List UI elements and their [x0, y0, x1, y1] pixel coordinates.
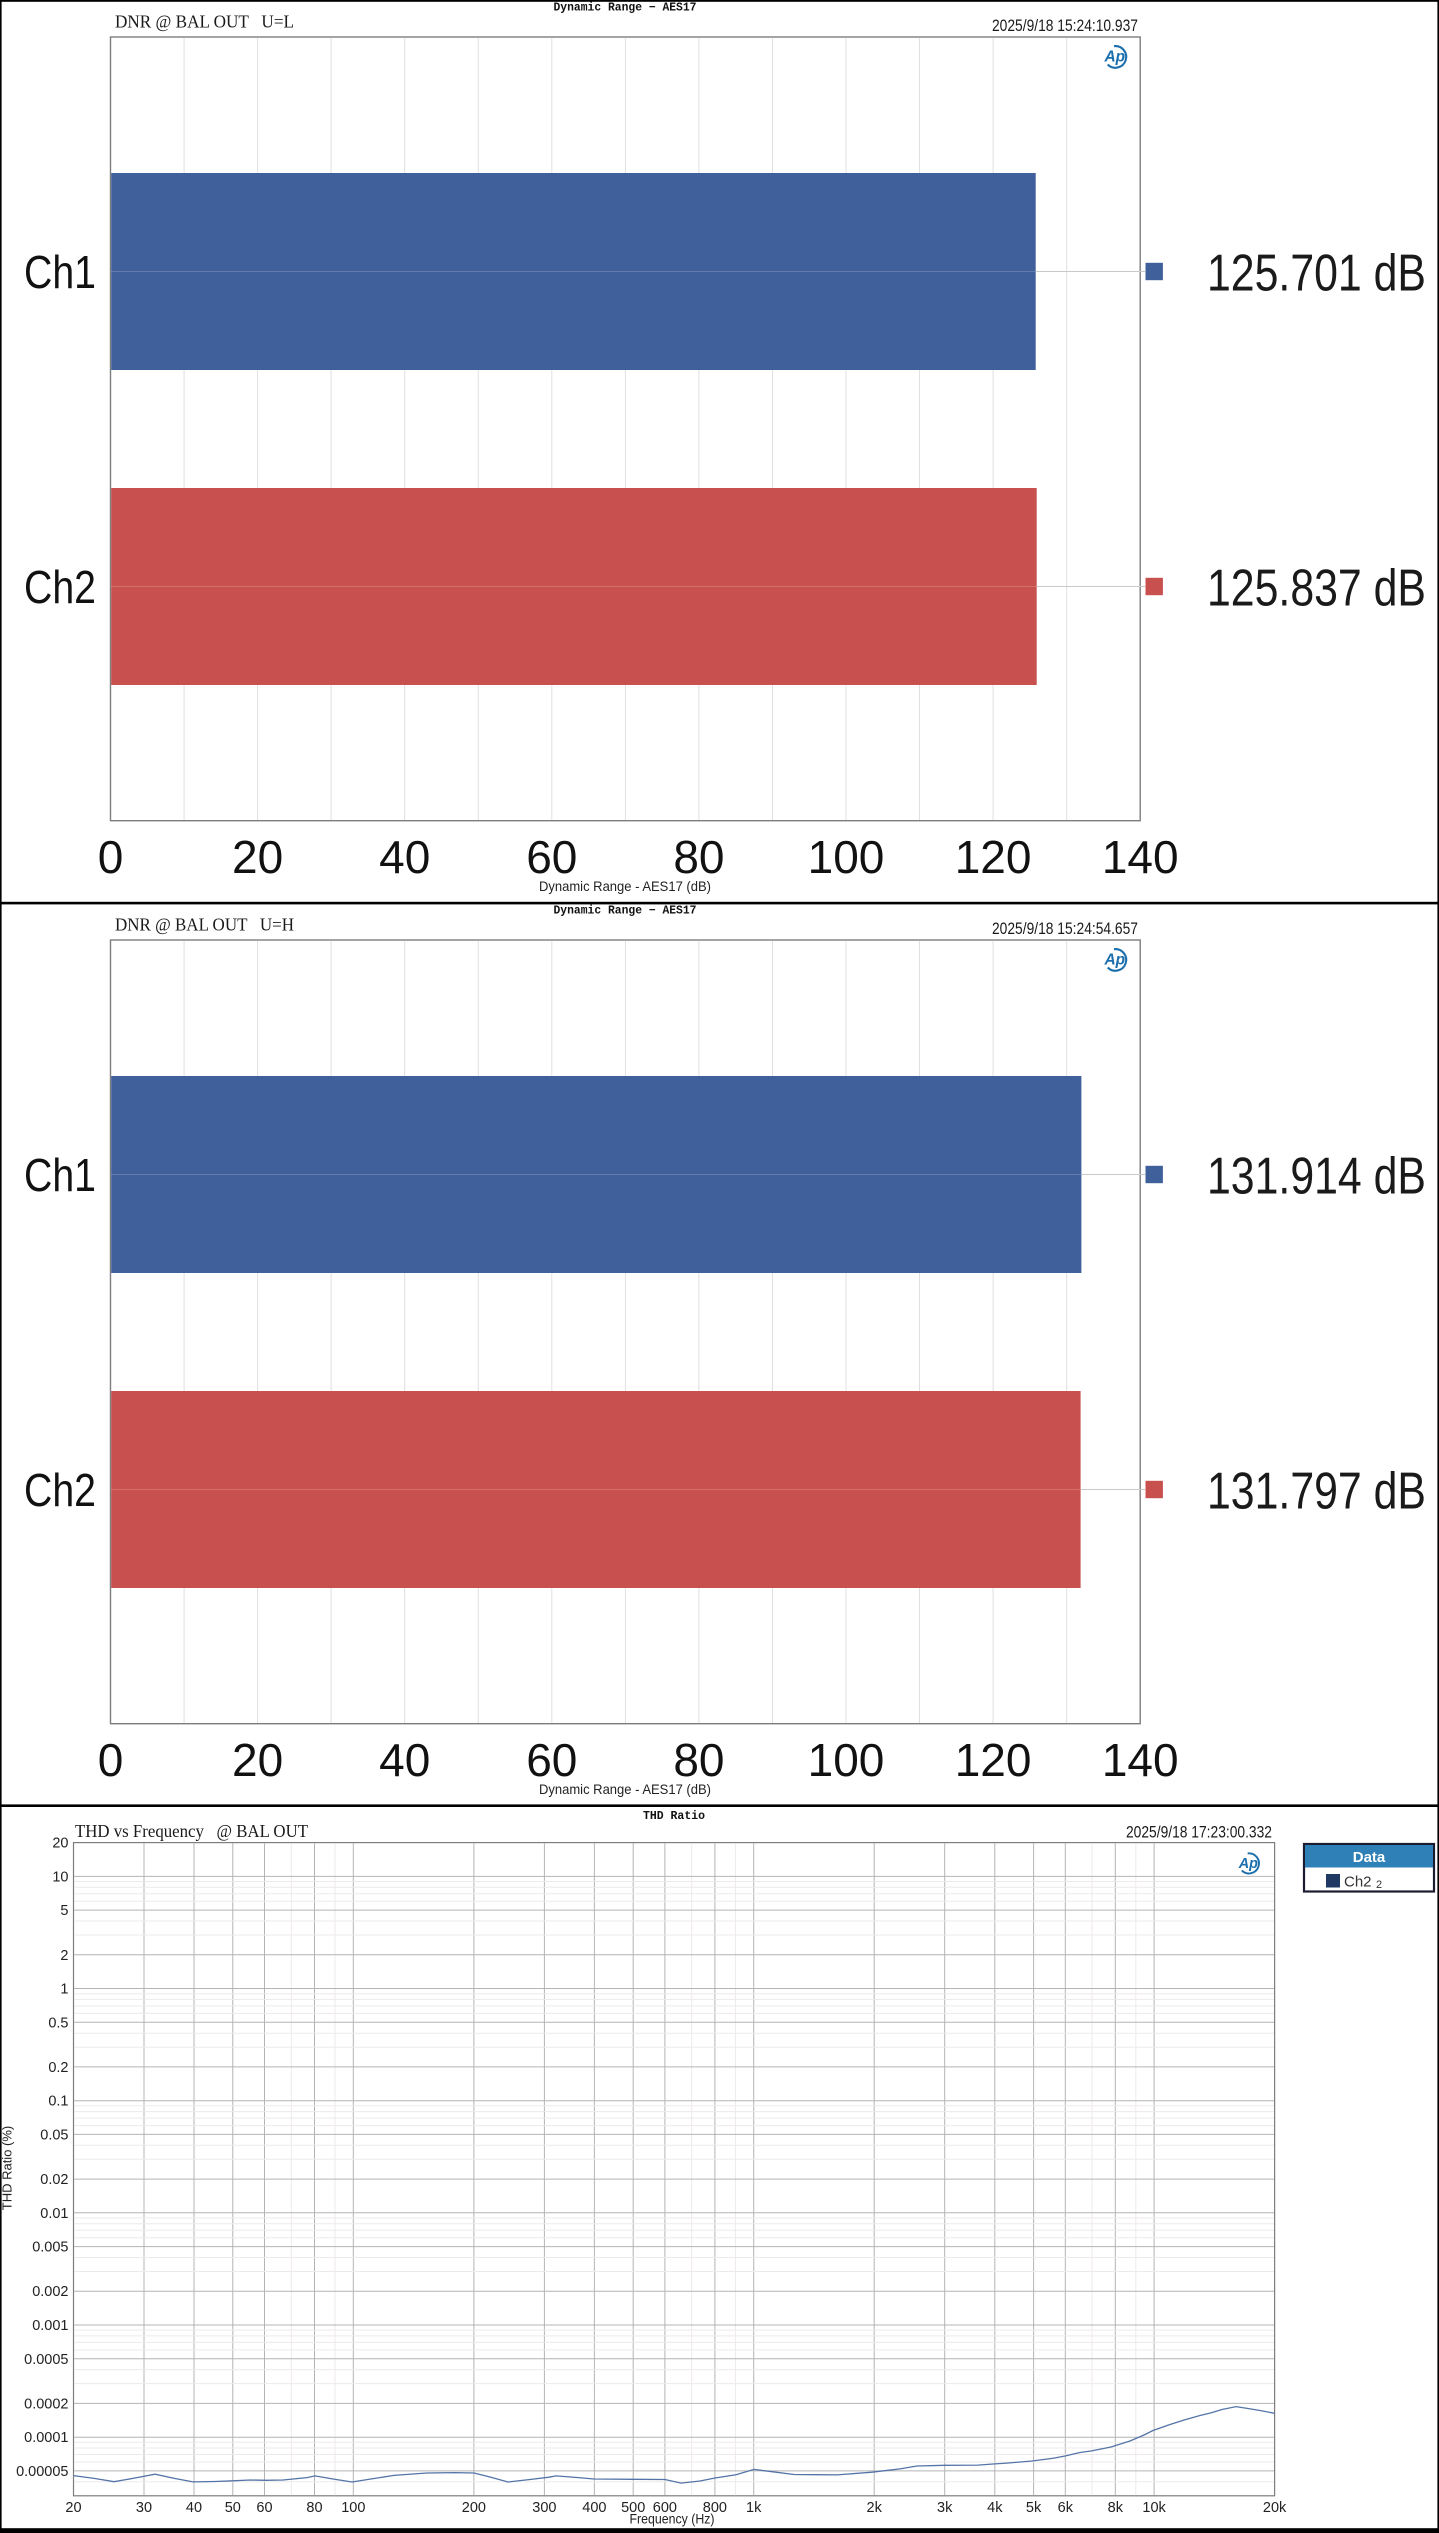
svg-text:60: 60 [526, 831, 577, 883]
svg-text:2: 2 [1376, 1879, 1382, 1891]
svg-text:Ch1: Ch1 [24, 1149, 96, 1201]
svg-text:DNR @ BAL OUT U=H: DNR @ BAL OUT U=H [115, 915, 294, 935]
svg-text:140: 140 [1102, 831, 1179, 883]
svg-text:0.0001: 0.0001 [24, 2430, 68, 2446]
svg-text:0: 0 [98, 831, 124, 883]
svg-text:140: 140 [1102, 1734, 1179, 1786]
svg-text:3k: 3k [937, 2500, 953, 2516]
svg-text:THD vs Frequency @ BAL OUT: THD vs Frequency @ BAL OUT [75, 1821, 308, 1841]
svg-text:120: 120 [955, 1734, 1032, 1786]
svg-text:20: 20 [232, 831, 283, 883]
svg-text:THD Ratio: THD Ratio [643, 1810, 705, 1823]
svg-text:Ch2: Ch2 [24, 561, 96, 613]
svg-text:300: 300 [532, 2500, 556, 2516]
svg-text:0.2: 0.2 [48, 2060, 68, 2076]
svg-text:40: 40 [186, 2500, 202, 2516]
svg-text:100: 100 [808, 831, 885, 883]
svg-text:Ch2: Ch2 [24, 1464, 96, 1516]
svg-text:200: 200 [462, 2500, 486, 2516]
svg-text:400: 400 [582, 2500, 606, 2516]
svg-text:80: 80 [673, 831, 724, 883]
svg-text:2025/9/18 15:24:54.657: 2025/9/18 15:24:54.657 [992, 919, 1138, 938]
svg-text:THD Ratio (%): THD Ratio (%) [0, 2126, 15, 2211]
svg-text:0: 0 [98, 1734, 124, 1786]
svg-text:0.0002: 0.0002 [24, 2396, 68, 2412]
svg-text:0.001: 0.001 [32, 2318, 68, 2334]
svg-text:Dynamic Range − AES17: Dynamic Range − AES17 [554, 2, 697, 15]
svg-text:20: 20 [232, 1734, 283, 1786]
svg-text:Ap: Ap [1103, 952, 1125, 969]
svg-text:80: 80 [673, 1734, 724, 1786]
svg-text:DNR @ BAL OUT U=L: DNR @ BAL OUT U=L [115, 12, 294, 32]
svg-text:Data: Data [1353, 1849, 1386, 1866]
svg-text:125.837 dB: 125.837 dB [1207, 560, 1426, 618]
svg-text:10k: 10k [1142, 2500, 1166, 2516]
svg-text:120: 120 [955, 831, 1032, 883]
svg-text:100: 100 [341, 2500, 365, 2516]
svg-text:600: 600 [653, 2500, 677, 2516]
svg-text:8k: 8k [1108, 2500, 1124, 2516]
svg-text:0.00005: 0.00005 [16, 2464, 68, 2480]
svg-text:2: 2 [60, 1948, 68, 1964]
svg-text:0.01: 0.01 [40, 2206, 68, 2222]
svg-text:2k: 2k [867, 2500, 883, 2516]
svg-text:1: 1 [60, 1982, 68, 1998]
svg-text:50: 50 [225, 2500, 241, 2516]
svg-text:60: 60 [526, 1734, 577, 1786]
svg-text:2025/9/18 15:24:10.937: 2025/9/18 15:24:10.937 [992, 16, 1138, 35]
svg-text:20: 20 [65, 2500, 81, 2516]
svg-text:20: 20 [52, 1836, 68, 1852]
svg-text:Ch2: Ch2 [1344, 1874, 1372, 1891]
svg-text:0.02: 0.02 [40, 2172, 68, 2188]
svg-text:500: 500 [621, 2500, 645, 2516]
svg-text:125.701 dB: 125.701 dB [1207, 245, 1426, 303]
svg-text:30: 30 [136, 2500, 152, 2516]
svg-text:Ap: Ap [1103, 49, 1125, 66]
svg-text:Ch1: Ch1 [24, 246, 96, 298]
svg-text:80: 80 [306, 2500, 322, 2516]
svg-text:0.05: 0.05 [40, 2127, 68, 2143]
svg-text:10: 10 [52, 1869, 68, 1885]
svg-text:60: 60 [256, 2500, 272, 2516]
svg-text:Dynamic Range - AES17 (dB): Dynamic Range - AES17 (dB) [539, 878, 711, 894]
svg-text:0.0005: 0.0005 [24, 2352, 68, 2368]
svg-text:Dynamic Range - AES17 (dB): Dynamic Range - AES17 (dB) [539, 1781, 711, 1797]
svg-text:2025/9/18 17:23:00.332: 2025/9/18 17:23:00.332 [1126, 1823, 1272, 1842]
svg-text:131.797 dB: 131.797 dB [1207, 1463, 1426, 1521]
svg-text:131.914 dB: 131.914 dB [1207, 1148, 1426, 1206]
svg-text:0.1: 0.1 [48, 2094, 68, 2110]
svg-text:0.002: 0.002 [32, 2284, 68, 2300]
svg-text:5: 5 [60, 1903, 68, 1919]
svg-text:Frequency (Hz): Frequency (Hz) [630, 2511, 715, 2527]
svg-text:4k: 4k [987, 2500, 1003, 2516]
svg-text:1k: 1k [746, 2500, 762, 2516]
svg-text:6k: 6k [1058, 2500, 1074, 2516]
svg-text:0.005: 0.005 [32, 2240, 68, 2256]
svg-text:800: 800 [703, 2500, 727, 2516]
svg-text:5k: 5k [1026, 2500, 1042, 2516]
svg-text:40: 40 [379, 1734, 430, 1786]
svg-text:0.5: 0.5 [48, 2015, 68, 2031]
svg-text:Ap: Ap [1238, 1856, 1258, 1872]
svg-text:40: 40 [379, 831, 430, 883]
svg-text:100: 100 [808, 1734, 885, 1786]
svg-text:20k: 20k [1263, 2500, 1287, 2516]
svg-text:Dynamic Range − AES17: Dynamic Range − AES17 [554, 905, 697, 918]
